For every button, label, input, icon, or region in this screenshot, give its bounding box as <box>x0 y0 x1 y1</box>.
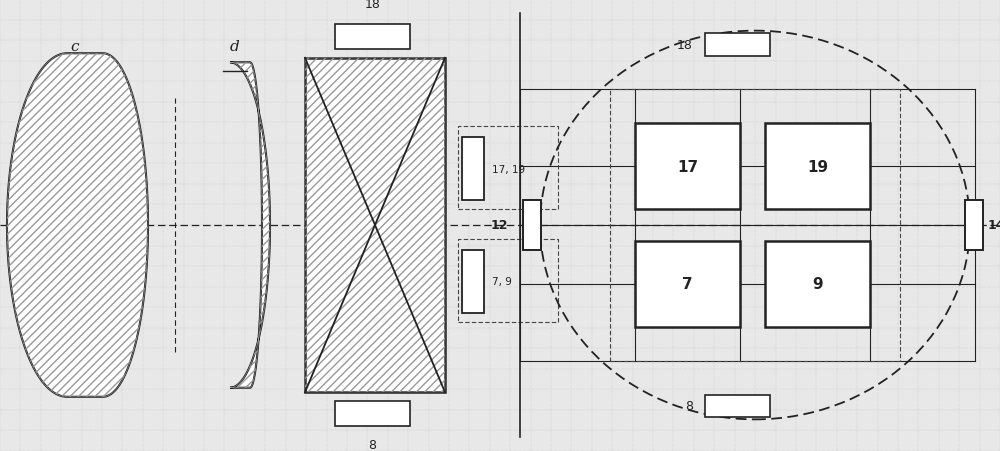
Polygon shape <box>7 54 148 397</box>
Bar <box>305 59 445 392</box>
Text: 9: 9 <box>812 276 823 292</box>
Bar <box>635 241 740 327</box>
Text: 18: 18 <box>365 0 380 11</box>
Bar <box>335 401 410 426</box>
Text: 17: 17 <box>677 159 698 175</box>
Bar <box>765 241 870 327</box>
Text: 18: 18 <box>677 39 693 51</box>
Text: d: d <box>230 41 240 54</box>
Text: 7: 7 <box>682 276 693 292</box>
Bar <box>635 124 740 210</box>
Text: 19: 19 <box>807 159 828 175</box>
Polygon shape <box>230 63 270 388</box>
Bar <box>335 25 410 50</box>
Bar <box>462 250 484 313</box>
Text: 17, 19: 17, 19 <box>492 164 525 174</box>
Text: 12: 12 <box>490 219 508 232</box>
Bar <box>705 34 770 56</box>
Bar <box>523 201 541 250</box>
Bar <box>705 395 770 417</box>
Text: c: c <box>71 41 79 54</box>
Bar <box>965 201 983 250</box>
Text: 8: 8 <box>685 400 693 412</box>
Bar <box>765 124 870 210</box>
Text: 14: 14 <box>988 219 1000 232</box>
Bar <box>305 59 445 392</box>
Text: 8: 8 <box>368 438 376 451</box>
Text: 7, 9: 7, 9 <box>492 277 512 287</box>
Bar <box>462 138 484 201</box>
